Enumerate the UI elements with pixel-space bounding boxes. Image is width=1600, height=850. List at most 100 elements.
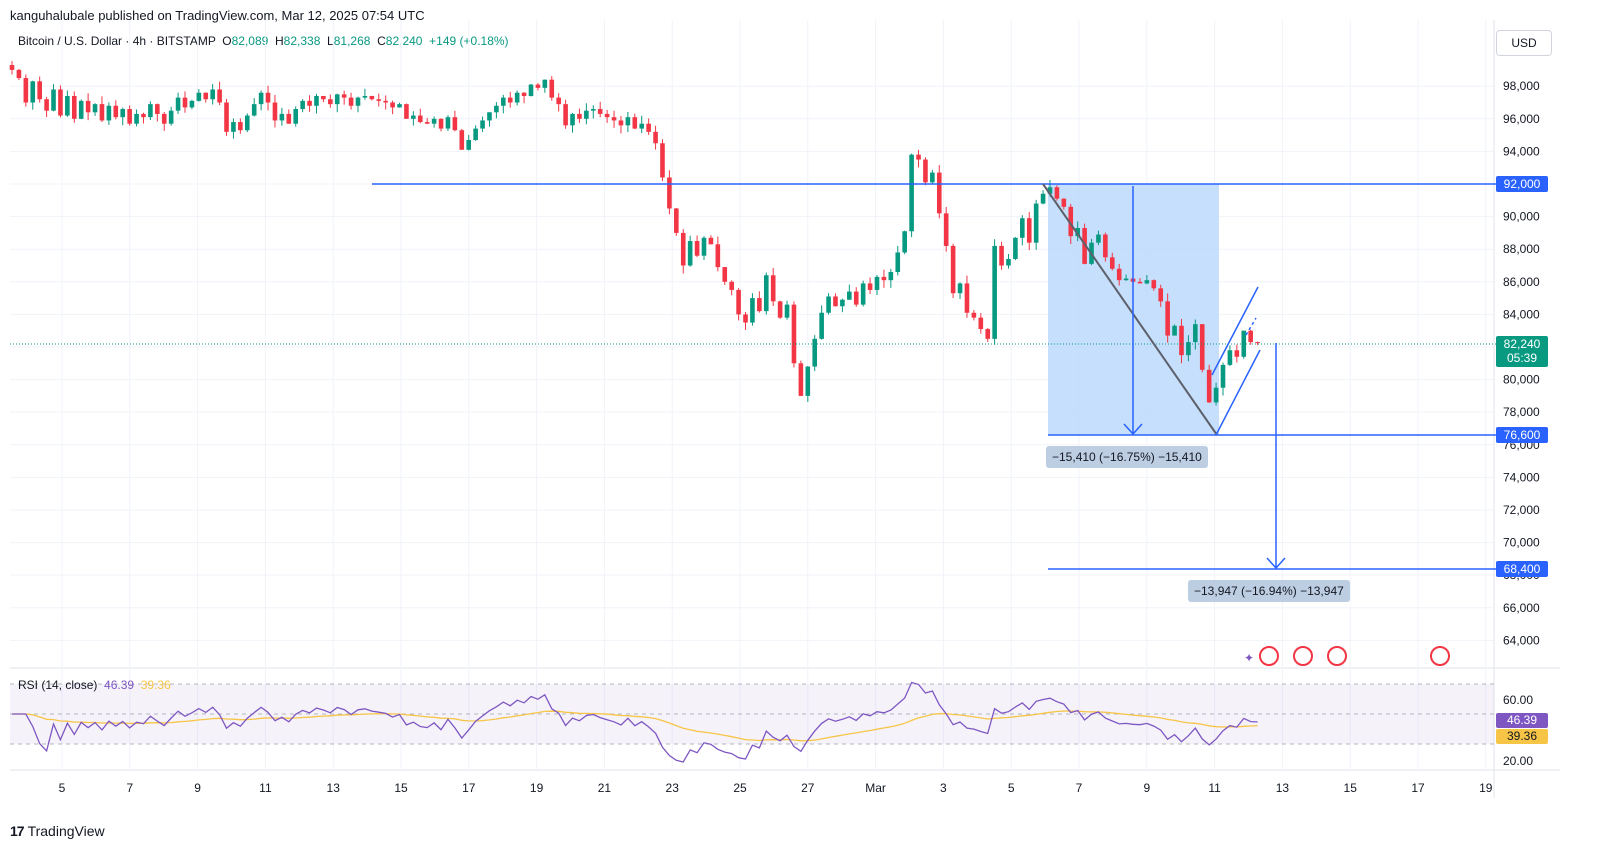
candle-body [763, 275, 769, 312]
open-value: 82,089 [231, 34, 269, 48]
currency-selector[interactable]: USD [1496, 30, 1552, 56]
candle-body [334, 94, 340, 105]
tradingview-brand[interactable]: 17 TradingView [10, 823, 105, 839]
candle-body [639, 123, 645, 129]
price-tick-label: 70,000 [1503, 536, 1540, 550]
candle-body [300, 100, 305, 110]
time-tick-label: 19 [530, 781, 544, 795]
candle-body [9, 65, 15, 70]
price-tick-label: 78,000 [1503, 405, 1540, 419]
high-label: H [275, 34, 284, 48]
candle-body [196, 92, 202, 101]
rsi-tick-20: 20.00 [1503, 754, 1533, 768]
candle-body [1026, 218, 1032, 243]
candle-body [1172, 325, 1177, 336]
candle-body [71, 95, 77, 119]
candle-body [431, 118, 437, 124]
rsi-tick-60: 60.00 [1503, 693, 1533, 707]
candle-body [1220, 364, 1226, 388]
candle-body [494, 105, 499, 113]
candle-body [1006, 258, 1011, 266]
candle-body [231, 122, 236, 132]
measurement-label-2[interactable]: −13,947 (−16.94%) −13,947 [1188, 580, 1350, 602]
candle-body [847, 291, 852, 300]
candle-body [1123, 278, 1129, 281]
open-label: O [222, 34, 232, 48]
candle-body [632, 117, 638, 129]
candle-body [833, 296, 838, 307]
candle-body [307, 100, 312, 106]
candle-body [383, 100, 388, 103]
candle-body [265, 92, 271, 103]
candle-body [30, 81, 36, 103]
candle-body [141, 113, 146, 118]
candle-body [473, 128, 478, 140]
rsi-band [10, 684, 1494, 744]
candle-body [708, 237, 714, 245]
rsi-line [12, 681, 1258, 763]
price-tick-label: 66,000 [1503, 601, 1540, 615]
candle-body [985, 329, 991, 339]
candle-body [625, 117, 631, 126]
candle-body [445, 117, 451, 129]
candle-body [1068, 206, 1074, 237]
candle-body [570, 113, 575, 126]
candle-body [258, 92, 264, 105]
rsi-legend[interactable]: RSI (14, close) 46.39 39.36 [18, 678, 171, 692]
time-axis: 5 7 9 11 13 15 17 19 21 23 25 27 Mar 3 5 7 9 11 13 15 17 19 [59, 781, 1493, 795]
candle-body [784, 304, 790, 318]
downtrend-line [1042, 183, 1218, 436]
candle-body [424, 122, 430, 124]
economic-event-icons: ✦ [1244, 646, 1450, 666]
candle-body [355, 97, 361, 106]
candle-body [438, 118, 444, 129]
time-tick-label: 9 [1143, 781, 1150, 795]
candle-body [58, 89, 63, 116]
candle-body [867, 283, 873, 290]
close-value: 82,240 [385, 34, 423, 48]
candle-body [238, 122, 243, 131]
candle-body [459, 130, 465, 150]
time-tick-label: 5 [1008, 781, 1015, 795]
candle-body [1213, 387, 1219, 403]
candle-body [618, 120, 624, 126]
candle-body [51, 89, 56, 111]
candles-group [9, 61, 1260, 406]
time-tick-label: 15 [1344, 781, 1358, 795]
candle-body [542, 79, 548, 88]
rsi-value-tag: 46.39 [1496, 713, 1548, 728]
candle-body [1075, 228, 1080, 237]
candle-body [687, 241, 693, 266]
candle-body [390, 102, 395, 108]
symbol-legend[interactable]: Bitcoin / U.S. Dollar · 4h · BITSTAMP O8… [18, 34, 509, 48]
candle-body [826, 296, 831, 313]
candle-body [971, 312, 977, 318]
price-tick-label: 74,000 [1503, 470, 1540, 484]
price-tick-label: 90,000 [1503, 210, 1540, 224]
measurement-label-1[interactable]: −15,410 (−16.75%) −15,410 [1046, 446, 1208, 468]
measure-arrowhead-1 [1123, 423, 1143, 436]
time-tick-label: 3 [940, 781, 947, 795]
time-tick-label: 15 [394, 781, 408, 795]
candle-body [957, 283, 963, 294]
candle-body [341, 94, 347, 98]
chart-grid [10, 20, 1560, 798]
candle-body [895, 252, 901, 273]
candle-body [23, 78, 29, 103]
candle-body [217, 89, 222, 103]
candle-body [722, 267, 728, 282]
candle-body [646, 123, 651, 132]
candle-body [314, 95, 319, 106]
candle-body [452, 117, 458, 131]
candle-body [674, 208, 679, 233]
candle-body [120, 109, 126, 118]
candle-body [1054, 187, 1060, 199]
candle-body [888, 272, 894, 281]
candle-body [978, 317, 984, 330]
candle-body [480, 120, 485, 129]
candle-body [44, 99, 49, 111]
candle-body [999, 245, 1004, 266]
time-tick-label: 13 [1276, 781, 1290, 795]
time-tick-label: 21 [598, 781, 612, 795]
